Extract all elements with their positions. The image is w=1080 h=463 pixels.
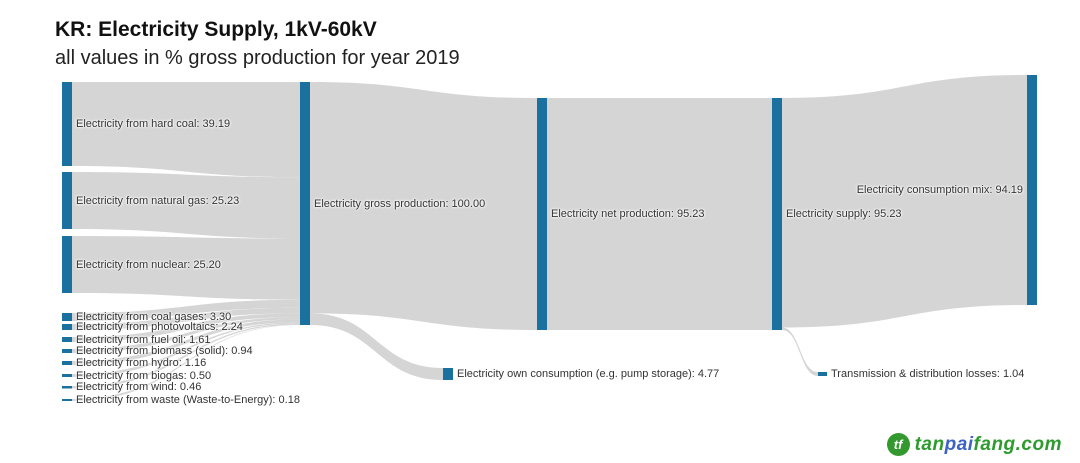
sankey-flow-supply-to-losses: [782, 327, 818, 376]
sankey-node-photovoltaics: [62, 324, 72, 330]
watermark-text-part-1: tan: [914, 433, 945, 455]
sankey-node-label-waste: Electricity from waste (Waste-to-Energy)…: [76, 394, 300, 406]
sankey-node-label-net-production: Electricity net production: 95.23: [551, 208, 705, 220]
sankey-node-hydro: [62, 361, 72, 365]
sankey-flow-fuel-oil-to-gross-production: [72, 313, 300, 342]
watermark-text-part-3: fang.com: [973, 433, 1062, 455]
sankey-node-label-wind: Electricity from wind: 0.46: [76, 381, 202, 394]
sankey-node-net-production: [537, 98, 547, 330]
tanpaifang-logo-icon: tf: [886, 433, 910, 456]
sankey-flow-hard-coal-to-gross-production: [72, 82, 300, 178]
sankey-node-coal-gases: [62, 313, 72, 321]
sankey-node-label-fuel-oil: Electricity from fuel oil: 1.61: [76, 333, 211, 346]
sankey-node-label-coal-gases: Electricity from coal gases: 3.30: [76, 311, 232, 323]
sankey-node-label-losses: Transmission & distribution losses: 1.04: [831, 368, 1025, 380]
sankey-flow-supply-to-consumption-mix: [782, 75, 1027, 328]
sankey-node-consumption-mix: [1027, 75, 1037, 305]
sankey-node-supply: [772, 98, 782, 330]
watermark-text-part-2: pai: [944, 433, 974, 455]
sankey-flow-wind-to-gross-production: [72, 323, 300, 389]
sankey-flow-natural-gas-to-gross-production: [72, 172, 300, 239]
sankey-node-biomass-solid: [62, 349, 72, 353]
chart-title: KR: Electricity Supply, 1kV-60kV: [55, 18, 377, 41]
sankey-node-fuel-oil: [62, 337, 72, 342]
sankey-node-label-photovoltaics: Electricity from photovoltaics: 2.24: [76, 321, 243, 333]
sankey-node-label-own-consumption: Electricity own consumption (e.g. pump s…: [457, 368, 720, 380]
sankey-node-label-biogas: Electricity from biogas: 0.50: [76, 369, 212, 382]
sankey-flow-nuclear-to-gross-production: [72, 236, 300, 300]
sankey-node-hard-coal: [62, 82, 72, 166]
sankey-node-label-hard-coal: Electricity from hard coal: 39.19: [76, 118, 231, 130]
sankey-flow-waste-to-gross-production: [72, 324, 300, 401]
sankey-flow-hydro-to-gross-production: [72, 319, 300, 365]
sankey-node-label-hydro: Electricity from hydro: 1.16: [76, 357, 207, 369]
sankey-flow-photovoltaics-to-gross-production: [72, 307, 300, 330]
sankey-flow-gross-production-to-net-production: [310, 82, 537, 330]
watermark-link[interactable]: tf tanpaifang.com: [886, 433, 1062, 456]
sankey-node-label-nuclear: Electricity from nuclear: 25.20: [76, 258, 221, 271]
sankey-flow-net-production-to-supply: [547, 98, 772, 330]
sankey-flows: [72, 75, 1027, 401]
sankey-node-label-biomass-solid: Electricity from biomass (solid): 0.94: [76, 345, 253, 357]
sankey-flow-coal-gases-to-gross-production: [72, 299, 300, 321]
sankey-node-own-consumption: [443, 368, 453, 380]
sankey-nodes: [62, 75, 1037, 401]
sankey-node-label-natural-gas: Electricity from natural gas: 25.23: [76, 194, 240, 207]
chart-subtitle: all values in % gross production for yea…: [55, 47, 460, 69]
sankey-node-label-supply: Electricity supply: 95.23: [786, 208, 902, 220]
sankey-node-natural-gas: [62, 172, 72, 229]
sankey-flow-gross-production-to-own-consumption: [310, 313, 443, 380]
sankey-node-losses: [818, 372, 827, 376]
sankey-node-waste: [62, 399, 72, 401]
sankey-node-biogas: [62, 374, 72, 377]
sankey-node-gross-production: [300, 82, 310, 325]
sankey-node-label-gross-production: Electricity gross production: 100.00: [314, 197, 486, 210]
sankey-node-nuclear: [62, 236, 72, 293]
watermark-text: tanpaifang.com: [915, 434, 1062, 456]
sankey-node-wind: [62, 386, 72, 389]
sankey-node-label-consumption-mix: Electricity consumption mix: 94.19: [856, 184, 1023, 196]
sankey-flow-biomass-solid-to-gross-production: [72, 317, 300, 353]
sankey-flow-biogas-to-gross-production: [72, 322, 300, 377]
